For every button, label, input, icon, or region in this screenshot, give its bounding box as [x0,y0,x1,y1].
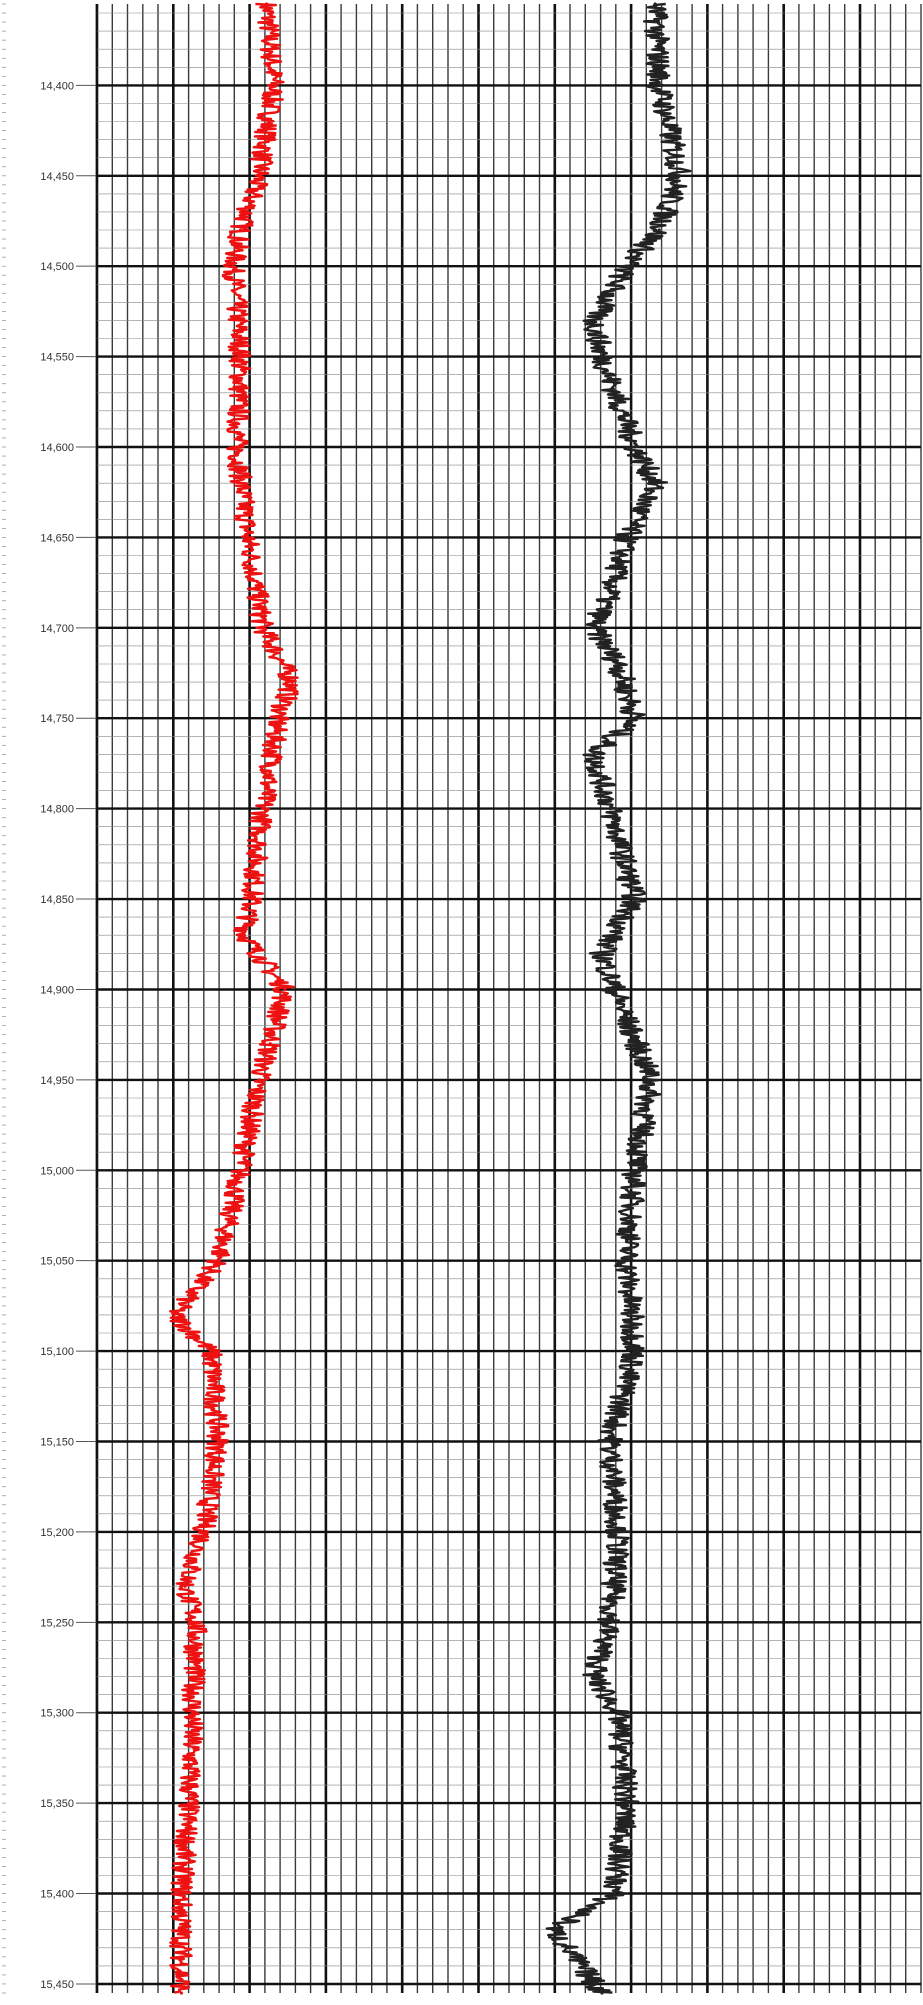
curve-point [608,807,612,811]
depth-tick-label: 15,300 [40,1708,74,1720]
curve-point [678,174,682,178]
depth-tick-label: 15,150 [40,1437,74,1449]
depth-tick-label: 14,850 [40,894,74,906]
curve-point [290,680,294,684]
depth-tick-label: 15,100 [40,1346,74,1358]
depth-tick-label: 14,550 [40,352,74,364]
curve-point [216,1439,220,1444]
depth-tick-label: 15,400 [40,1889,74,1901]
curve-point [624,535,629,540]
curve-point [608,590,612,594]
curve-point [612,987,616,992]
curve-point [257,1078,261,1082]
depth-tick-label: 15,450 [40,1979,74,1991]
curve-point [633,716,637,720]
grid-lines [2,3,922,1994]
depth-tick-label: 14,600 [40,442,74,454]
curve-point [250,897,254,901]
depth-tick-label: 14,900 [40,984,74,996]
curve-point [261,626,265,630]
curve-point [612,1891,616,1896]
depth-tick-label: 14,650 [40,532,74,544]
curve-point [616,1711,620,1715]
curve-point [242,933,246,937]
curve-point [616,662,620,666]
curve-point [608,1439,612,1444]
curve-point [633,445,637,449]
curve-point [616,1530,620,1534]
depth-tick-label: 15,200 [40,1527,74,1539]
depth-tick-label: 14,950 [40,1075,74,1087]
curve-point [261,807,265,811]
curve-point [600,355,604,359]
depth-tick-label: 15,250 [40,1617,74,1629]
curve-point [608,1620,612,1624]
depth-tick-label: 14,700 [40,623,74,635]
curve-point [624,1801,629,1805]
curve-point [657,83,661,87]
curve-point [239,1168,243,1172]
depth-tick-label: 14,750 [40,713,74,725]
curve-point [283,987,287,992]
curve-point [653,2,657,6]
curve-point [172,1313,176,1317]
depth-tick-label: 15,050 [40,1256,74,1268]
depth-tick-label: 15,000 [40,1165,74,1177]
curve-point [202,1530,206,1534]
depth-tick-label: 14,800 [40,804,74,816]
curve-point [183,1584,187,1588]
curve-point [209,1349,213,1353]
curve-point [657,228,661,232]
curve-point [653,481,657,485]
curve-point [179,1891,183,1896]
curve-point [268,770,272,775]
curve-point [194,1620,198,1624]
red-log-curve [168,2,299,1994]
curve-point [190,1711,195,1715]
curve-point [187,1801,191,1805]
curve-point [592,626,596,630]
curve-point [239,355,243,359]
curve-point [633,897,637,901]
curve-point [231,264,235,268]
curve-point [649,1078,653,1082]
curve-point [276,716,280,720]
depth-tick-label: 14,400 [40,80,74,92]
black-log-curve [545,2,692,1994]
curve-point [268,1042,272,1046]
depth-tick-label: 14,500 [40,261,74,273]
curve-point [624,1259,629,1263]
depth-tick-label: 14,450 [40,171,74,183]
curve-point [246,535,250,540]
log-curves [168,2,692,1995]
curve-point [272,83,276,87]
curve-point [551,1928,555,1932]
curve-point [592,752,596,757]
curve-point [633,1349,637,1353]
depth-axis: 14,400 14,450 14,500 14,550 14,600 14,650 14,7… [40,80,96,1991]
curve-point [179,1991,183,1995]
curve-point [239,228,243,232]
curve-point [264,2,269,6]
curve-point [600,1991,604,1995]
curve-point [216,1259,220,1263]
curve-point [624,264,629,268]
curve-point [600,951,604,955]
curve-point [235,445,239,449]
curve-point [592,318,596,322]
curve-point [592,1675,596,1679]
curve-point [633,1168,637,1172]
curve-point [257,174,261,178]
depth-tick-label: 15,350 [40,1798,74,1810]
